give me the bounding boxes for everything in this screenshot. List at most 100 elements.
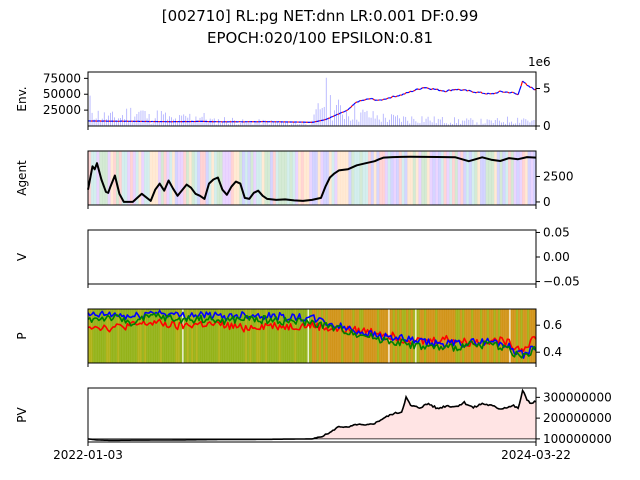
p-action-band [345, 309, 349, 363]
p-action-band [121, 309, 125, 363]
pv-axes-frame [87, 387, 537, 443]
env-price-segment [326, 117, 329, 120]
env-price-segment [520, 80, 524, 87]
p-action-band [412, 309, 416, 363]
agent-action-band [127, 151, 131, 205]
agent-action-band [180, 151, 184, 205]
agent-action-band [116, 151, 120, 205]
agent-action-band [340, 151, 344, 205]
env-axes-frame [87, 71, 537, 127]
agent-action-band [446, 151, 450, 205]
agent-action-band [205, 151, 209, 205]
agent-action-band [312, 151, 316, 205]
agent-action-band [194, 151, 198, 205]
p-action-band [325, 309, 329, 363]
p-action-band [455, 309, 458, 363]
p-action-band [220, 309, 223, 363]
agent-action-band [292, 151, 296, 205]
agent-action-band [488, 151, 492, 205]
env-price-segment [528, 85, 531, 88]
p-action-band [520, 309, 523, 363]
env-price-segment [487, 92, 490, 95]
agent-action-band [239, 151, 243, 205]
p-gap-0 [182, 309, 184, 363]
env-price-segment [344, 110, 347, 112]
p-action-band [316, 309, 320, 363]
agent-action-band [90, 151, 94, 205]
p-action-band [99, 309, 102, 363]
env-price-segment [363, 98, 367, 101]
p-action-band [343, 309, 346, 363]
agent-action-band [225, 151, 229, 205]
p-action-band [448, 309, 452, 363]
env-price-segment [450, 89, 453, 92]
agent-action-band [233, 151, 237, 205]
p-action-band [426, 309, 429, 363]
p-action-band [175, 309, 178, 363]
env-price-segment [525, 82, 528, 86]
agent-action-band [404, 151, 408, 205]
agent-action-band [130, 151, 134, 205]
agent-action-band [496, 151, 500, 205]
agent-action-band [138, 151, 142, 205]
agent-action-band [200, 151, 204, 205]
env-price-segment [501, 91, 504, 93]
p-action-band [208, 309, 212, 363]
env-price-segment [456, 88, 459, 91]
p-action-band [471, 309, 474, 363]
p-action-band [177, 309, 181, 363]
env-price-segment [408, 90, 411, 93]
env-price-segment [413, 89, 416, 92]
agent-action-band [253, 151, 257, 205]
env-price-segment [332, 115, 335, 117]
p-action-band [240, 309, 243, 363]
v-ylabel: V [15, 252, 29, 261]
p-action-band [146, 309, 149, 363]
p-action-band [213, 309, 217, 363]
env-price-segment [431, 87, 434, 90]
agent-action-band [281, 151, 285, 205]
p-action-band [159, 309, 163, 363]
p-action-band [110, 309, 114, 363]
env-price-segment [445, 89, 449, 93]
p-action-band [226, 309, 230, 363]
figure-title-line1: [002710] RL:pg NET:dnn LR:0.001 DF:0.99 [161, 7, 479, 25]
env-price-segment [461, 89, 464, 92]
env-price-segment [522, 80, 525, 83]
p-action-band [191, 309, 194, 363]
p-action-band [137, 309, 140, 363]
figure-title-line2: EPOCH:020/100 EPSILON:0.81 [207, 29, 433, 47]
agent-action-band [172, 151, 176, 205]
env-price-segment [510, 91, 513, 94]
env-price-segment [347, 107, 350, 111]
agent-action-band [242, 151, 246, 205]
p-action-band [515, 309, 519, 363]
env-price-segment [410, 90, 413, 93]
env-price-segment [357, 100, 361, 103]
agent-action-band [250, 151, 254, 205]
env-price-segment [372, 98, 376, 101]
p-gap-4 [509, 309, 511, 363]
agent-action-band [177, 151, 181, 205]
agent-action-band [527, 151, 531, 205]
p-gap-1 [307, 309, 310, 363]
p-action-band [493, 309, 497, 363]
p-action-band [117, 309, 120, 363]
p-action-band [318, 309, 322, 363]
p-action-band [287, 309, 290, 363]
p-action-band [164, 309, 167, 363]
agent-action-band [326, 151, 330, 205]
agent-action-band [460, 151, 464, 205]
env-price-segment [447, 89, 450, 91]
agent-action-band [393, 151, 397, 205]
p-action-band [282, 309, 286, 363]
agent-action-band [298, 151, 302, 205]
agent-action-band [491, 151, 495, 205]
p-action-band [300, 309, 304, 363]
env-price-segment [404, 92, 407, 95]
env-price-segment [480, 91, 483, 94]
p-action-band [506, 309, 510, 363]
agent-action-band [396, 151, 400, 205]
p-action-band [421, 309, 425, 363]
